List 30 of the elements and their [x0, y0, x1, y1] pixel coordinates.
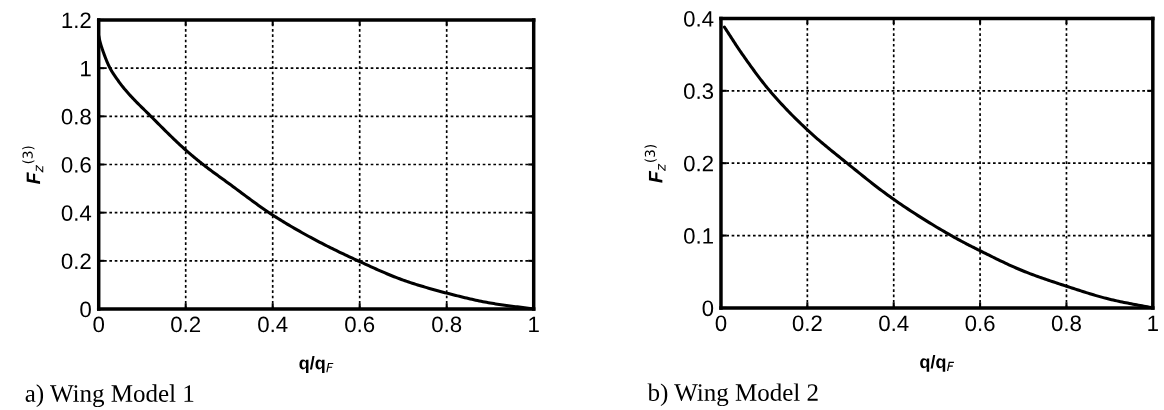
x-tick-label: 0.8: [432, 316, 462, 333]
y-tick-label: 0.4: [684, 10, 714, 27]
text: b) Wing Model 2: [647, 383, 818, 407]
x-tick-label: 0.6: [345, 316, 375, 333]
y-tick-label: 0.8: [61, 108, 91, 125]
x-tick-label: 1: [529, 316, 539, 333]
x-tick-label: 0: [715, 315, 727, 332]
x-tick-label: 0.2: [171, 316, 201, 333]
x-axis-title: q/q$_{F}$: [920, 355, 955, 372]
x-tick-label: 0.8: [1051, 315, 1081, 332]
x-tick-label: 0.6: [965, 315, 995, 332]
x-tick-label: 0.2: [792, 315, 822, 332]
x-axis-title: q/q$_{F}$: [299, 356, 334, 373]
y-tick-label: 0: [80, 301, 91, 318]
y-tick-label: 1.2: [62, 12, 91, 29]
y-axis-title: F$_{z}$$^{(3)}$: [644, 145, 666, 183]
y-tick-label: 0.4: [61, 205, 92, 221]
y-tick-label: 0.3: [684, 83, 714, 100]
x-tick-label: 0.4: [258, 316, 288, 333]
y-tick-label: 0.1: [684, 228, 713, 244]
y-tick-label: 0: [702, 300, 714, 317]
y-tick-label: 1: [81, 60, 91, 77]
y-axis-title: F$_{z}$$^{(3)}$: [22, 146, 44, 185]
text: a) Wing Model 1: [25, 384, 194, 408]
x-tick-label: 1: [1148, 315, 1158, 331]
x-tick-label: 0: [93, 316, 105, 333]
x-tick-label: 0.4: [879, 315, 909, 332]
y-tick-label: 0.2: [61, 253, 91, 270]
y-tick-label: 0.2: [684, 155, 713, 172]
y-tick-label: 0.6: [61, 157, 91, 173]
